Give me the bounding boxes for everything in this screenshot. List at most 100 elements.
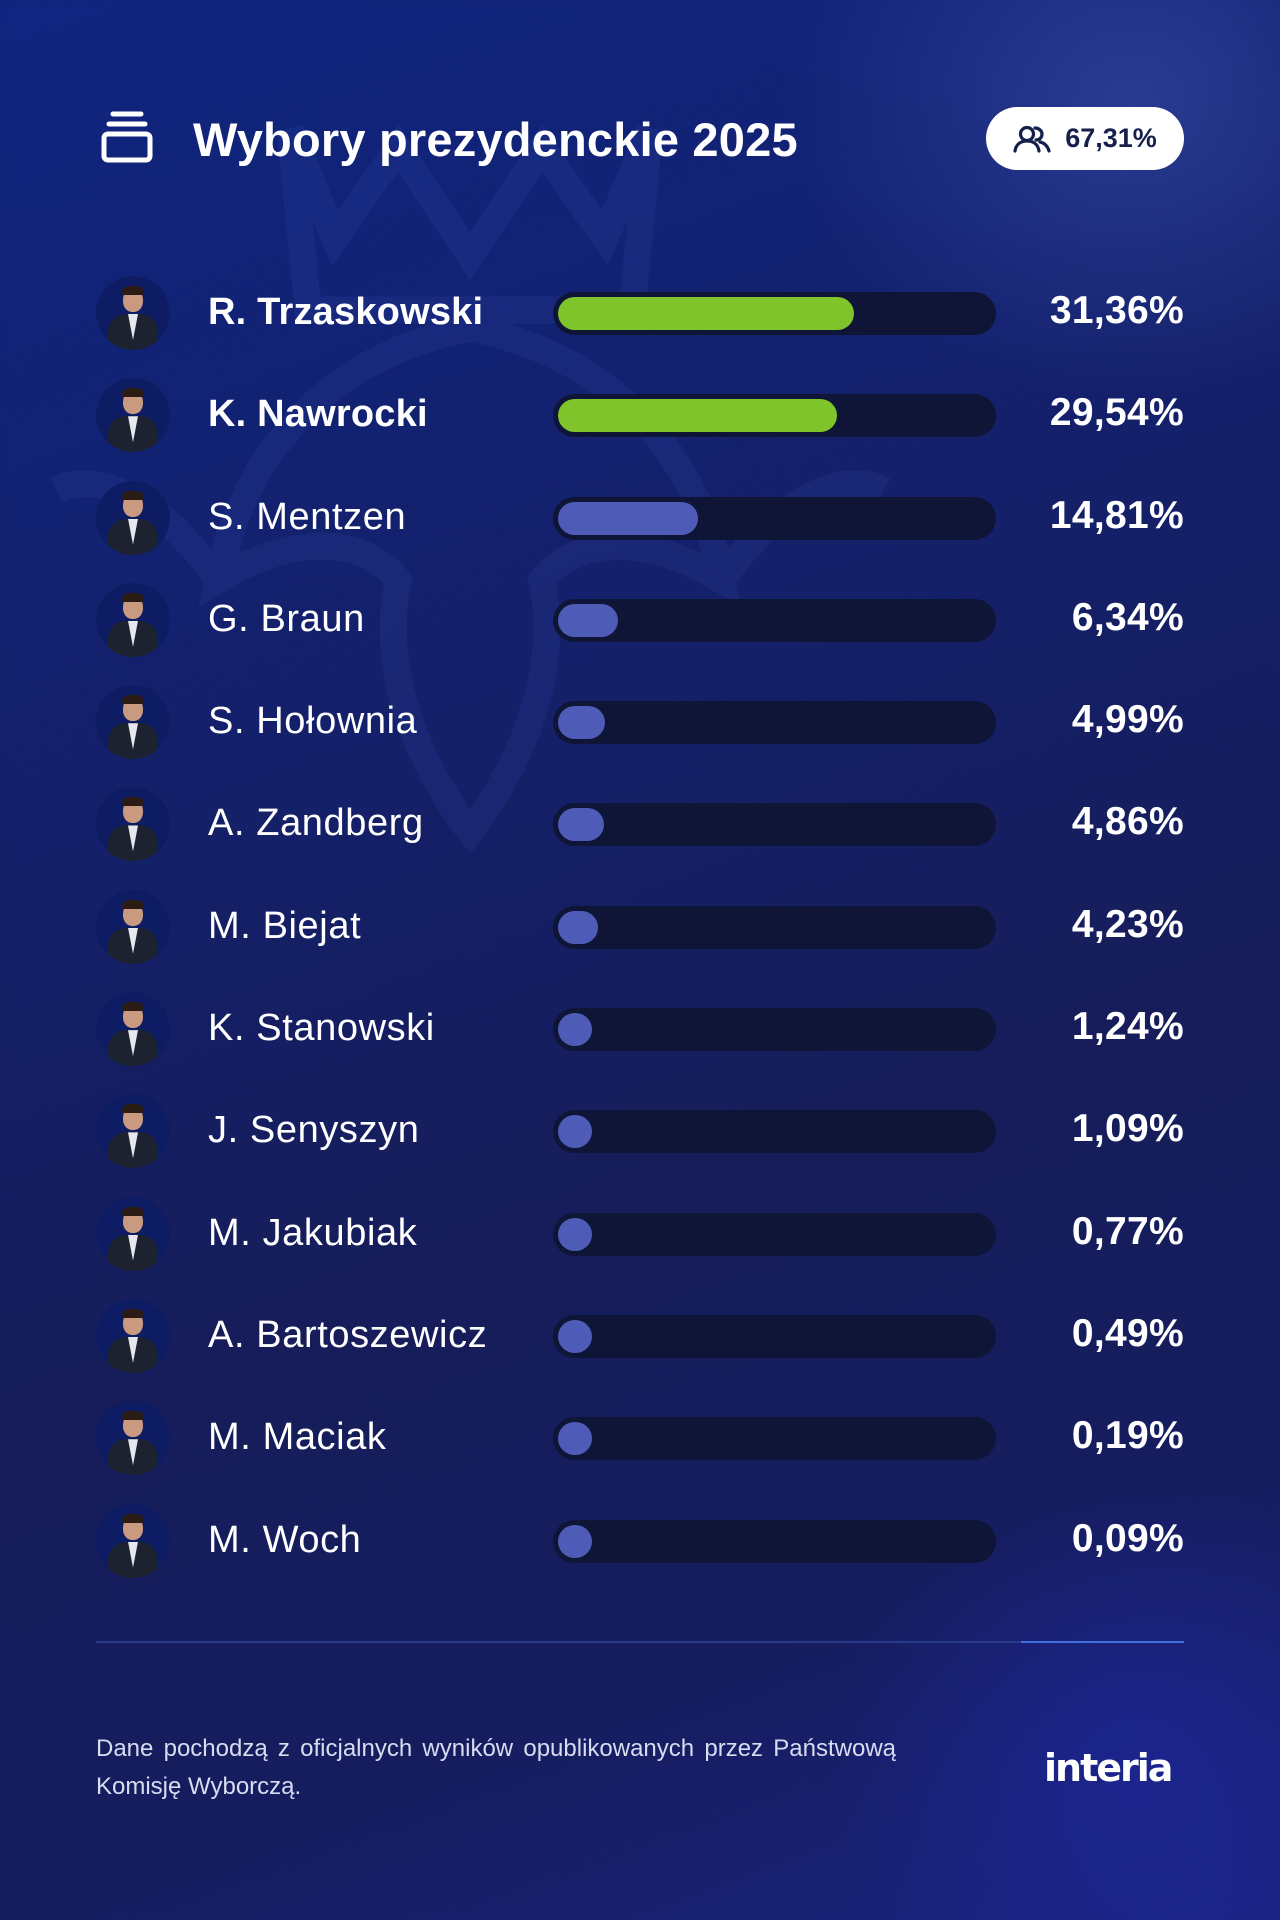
avatar-shirt [128, 518, 138, 545]
candidate-percent: 1,24% [1071, 1005, 1184, 1049]
candidate-avatar [96, 685, 170, 760]
result-bar-fill [558, 399, 838, 433]
candidate-name: M. Maciak [208, 1416, 387, 1459]
avatar-hair [122, 1104, 144, 1114]
avatar-hair [122, 1513, 144, 1523]
avatar-shirt [128, 314, 138, 340]
candidate-avatar [96, 1094, 170, 1169]
result-bar-fill [558, 603, 618, 637]
result-bar-fill [558, 1524, 592, 1558]
result-bar-track [553, 598, 996, 642]
candidate-list: R. Trzaskowski 31,36% K. Nawrocki 29,54%… [96, 263, 1184, 1593]
result-bar-fill [558, 808, 604, 842]
candidate-name: S. Mentzen [208, 495, 407, 538]
candidate-percent: 29,54% [1049, 391, 1184, 435]
avatar-shirt [128, 1234, 138, 1261]
avatar-hair [122, 1411, 144, 1421]
result-bar-track [553, 1519, 996, 1563]
candidate-percent: 4,23% [1071, 902, 1184, 946]
divider-accent [1021, 1641, 1184, 1643]
candidate-avatar [96, 787, 170, 862]
candidate-percent: 14,81% [1049, 493, 1184, 537]
result-bar-track [553, 905, 996, 949]
candidate-row: R. Trzaskowski 31,36% [96, 263, 1184, 365]
candidate-name: R. Trzaskowski [208, 291, 484, 333]
candidate-avatar [96, 1503, 170, 1578]
candidate-avatar [96, 582, 170, 657]
candidate-avatar [96, 1196, 170, 1271]
candidate-avatar [96, 889, 170, 964]
candidate-avatar [96, 378, 170, 453]
candidate-name: J. Senyszyn [208, 1109, 420, 1152]
page-title: Wybory prezydenckie 2025 [193, 113, 798, 166]
result-bar-fill [558, 501, 698, 535]
ballot-box-icon [101, 111, 153, 163]
avatar-hair [122, 695, 144, 705]
candidate-row: M. Woch 0,09% [96, 1491, 1184, 1593]
avatar-shirt [128, 1439, 138, 1466]
candidate-name: A. Zandberg [208, 802, 424, 845]
candidate-name: M. Jakubiak [208, 1211, 418, 1254]
avatar-shirt [128, 1336, 138, 1363]
result-bar-track [553, 701, 996, 745]
avatar-hair [122, 899, 144, 909]
avatar-hair [122, 797, 144, 807]
result-bar-track [553, 496, 996, 540]
candidate-row: S. Mentzen 14,81% [96, 468, 1184, 570]
result-bar-fill [558, 1013, 592, 1047]
candidate-avatar [96, 992, 170, 1067]
avatar-hair [122, 490, 144, 500]
candidate-name: M. Biejat [208, 904, 362, 947]
candidate-percent: 0,77% [1071, 1209, 1184, 1253]
result-bar-track [553, 1212, 996, 1256]
turnout-value: 67,31% [1065, 123, 1157, 153]
result-bar-fill [558, 297, 855, 330]
avatar-hair [122, 1002, 144, 1012]
avatar-shirt [128, 416, 138, 443]
result-bar-track [553, 1314, 996, 1358]
candidate-row: G. Braun 6,34% [96, 570, 1184, 672]
candidate-percent: 4,99% [1071, 698, 1184, 742]
candidate-name: K. Nawrocki [208, 393, 428, 436]
candidate-percent: 0,09% [1071, 1516, 1184, 1560]
candidate-percent: 0,49% [1071, 1311, 1184, 1355]
candidate-name: S. Hołownia [208, 700, 418, 743]
candidate-row: M. Biejat 4,23% [96, 877, 1184, 979]
interia-logo: interia [1044, 1746, 1173, 1790]
result-bar-fill [558, 1422, 592, 1456]
avatar-shirt [128, 723, 138, 750]
avatar-hair [122, 388, 144, 398]
result-bar-track [553, 292, 996, 335]
candidate-avatar [96, 480, 170, 555]
divider [96, 1641, 1184, 1643]
candidate-name: A. Bartoszewicz [208, 1313, 488, 1356]
candidate-percent: 31,36% [1049, 289, 1184, 332]
candidate-row: S. Hołownia 4,99% [96, 672, 1184, 774]
candidate-percent: 1,09% [1071, 1107, 1184, 1151]
result-bar-track [553, 1417, 996, 1461]
candidate-row: M. Maciak 0,19% [96, 1388, 1184, 1490]
avatar-shirt [128, 1132, 138, 1159]
candidate-name: M. Woch [208, 1518, 362, 1561]
candidate-name: G. Braun [208, 597, 365, 640]
result-bar-fill [558, 910, 598, 944]
avatar-shirt [128, 825, 138, 852]
result-bar-track [553, 1008, 996, 1052]
turnout-badge: 67,31% [986, 107, 1184, 170]
users-icon [1013, 125, 1051, 153]
candidate-avatar [96, 276, 170, 350]
result-bar-fill [558, 1115, 592, 1149]
candidate-row: A. Bartoszewicz 0,49% [96, 1286, 1184, 1388]
candidate-percent: 4,86% [1071, 800, 1184, 844]
avatar-shirt [128, 620, 138, 647]
candidate-row: J. Senyszyn 1,09% [96, 1081, 1184, 1183]
result-bar-fill [558, 706, 606, 740]
candidate-avatar [96, 1298, 170, 1373]
candidate-row: K. Nawrocki 29,54% [96, 365, 1184, 467]
candidate-row: M. Jakubiak 0,77% [96, 1184, 1184, 1286]
avatar-hair [122, 1206, 144, 1216]
avatar-hair [122, 592, 144, 602]
result-bar-fill [558, 1217, 592, 1251]
candidate-percent: 6,34% [1071, 595, 1184, 639]
avatar-shirt [128, 927, 138, 954]
